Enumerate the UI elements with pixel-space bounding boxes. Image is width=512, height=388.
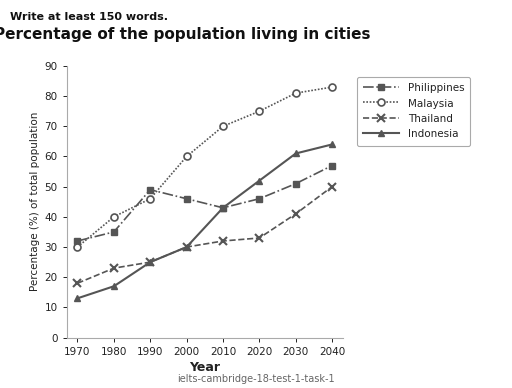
Line: Philippines: Philippines	[74, 163, 335, 244]
Thailand	[183, 245, 189, 249]
Malaysia	[329, 85, 335, 89]
Malaysia	[147, 196, 153, 201]
Philippines	[147, 187, 153, 192]
Legend: Philippines, Malaysia, Thailand, Indonesia: Philippines, Malaysia, Thailand, Indones…	[356, 76, 471, 146]
Malaysia	[74, 245, 80, 249]
Philippines	[220, 206, 226, 210]
Text: Percentage of the population living in cities: Percentage of the population living in c…	[0, 28, 370, 42]
Malaysia	[111, 215, 117, 219]
Philippines	[111, 230, 117, 234]
Indonesia	[293, 151, 299, 156]
Thailand	[329, 184, 335, 189]
Malaysia	[183, 154, 189, 159]
Thailand	[293, 211, 299, 216]
Indonesia	[257, 178, 263, 183]
Thailand	[74, 281, 80, 286]
Line: Thailand: Thailand	[74, 183, 336, 287]
Thailand	[111, 266, 117, 270]
Malaysia	[257, 109, 263, 114]
Malaysia	[220, 124, 226, 129]
Indonesia	[74, 296, 80, 301]
Line: Indonesia: Indonesia	[74, 141, 335, 302]
Indonesia	[111, 284, 117, 289]
Indonesia	[147, 260, 153, 265]
Line: Malaysia: Malaysia	[74, 83, 335, 251]
Thailand	[257, 236, 263, 240]
Philippines	[293, 181, 299, 186]
Text: ielts-cambridge-18-test-1-task-1: ielts-cambridge-18-test-1-task-1	[177, 374, 335, 384]
Y-axis label: Percentage (%) of total population: Percentage (%) of total population	[30, 112, 40, 291]
Philippines	[74, 239, 80, 243]
Thailand	[220, 239, 226, 243]
Thailand	[147, 260, 153, 265]
Indonesia	[329, 142, 335, 147]
Philippines	[183, 196, 189, 201]
X-axis label: Year: Year	[189, 361, 220, 374]
Indonesia	[183, 245, 189, 249]
Indonesia	[220, 206, 226, 210]
Philippines	[257, 196, 263, 201]
Malaysia	[293, 91, 299, 95]
Text: Write at least 150 words.: Write at least 150 words.	[10, 12, 168, 22]
Philippines	[329, 163, 335, 168]
